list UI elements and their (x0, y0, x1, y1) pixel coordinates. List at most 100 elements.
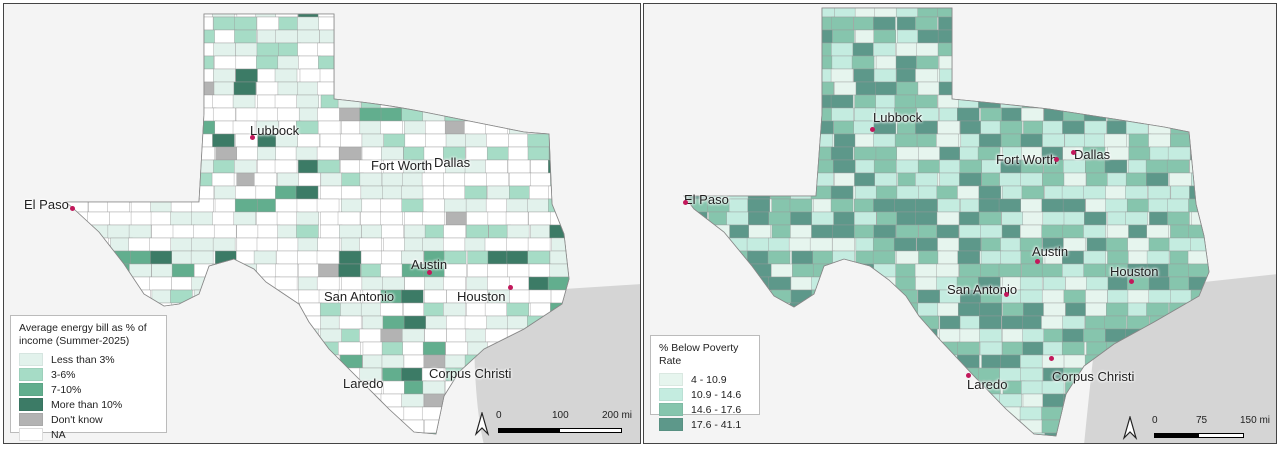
county-cell (1063, 55, 1086, 70)
county-cell (1273, 108, 1277, 121)
county-cell (444, 393, 468, 408)
county-cell (403, 16, 427, 31)
county-cell (1188, 198, 1209, 213)
county-cell (570, 121, 592, 134)
county-cell (873, 159, 897, 174)
county-cell (278, 419, 302, 434)
county-cell (128, 68, 151, 83)
county-cell (149, 81, 173, 96)
county-cell (980, 107, 1003, 122)
county-cell (171, 55, 194, 70)
county-cell (548, 133, 569, 148)
county-cell (381, 29, 404, 44)
county-cell (402, 55, 426, 70)
county-cell (172, 29, 196, 44)
county-cell (915, 94, 938, 109)
county-cell (853, 341, 877, 356)
county-cell (486, 146, 510, 161)
county-cell (27, 264, 49, 277)
county-cell (551, 29, 569, 44)
county-cell (507, 263, 530, 278)
county-cell (170, 14, 193, 18)
county-cell (684, 159, 707, 174)
county-cell (68, 55, 91, 70)
county-cell (1042, 211, 1066, 226)
county-cell (644, 30, 665, 43)
county-cell (380, 107, 404, 122)
county-cell (1020, 172, 1043, 187)
county-cell (24, 212, 46, 225)
county-cell (938, 367, 962, 382)
county-cell (443, 185, 466, 200)
county-cell (1019, 224, 1043, 239)
county-cell (89, 42, 113, 57)
county-cell (1231, 121, 1253, 134)
county-cell (1234, 4, 1256, 17)
county-cell (854, 380, 878, 395)
county-cell (684, 263, 686, 278)
county-cell (958, 55, 981, 70)
county-cell (213, 159, 236, 174)
legend-label: Less than 3% (51, 353, 115, 366)
county-cell (151, 224, 174, 239)
county-cell (68, 263, 92, 278)
county-cell (486, 315, 509, 330)
county-cell (1062, 198, 1086, 213)
county-cell (425, 315, 448, 330)
county-cell (214, 29, 237, 44)
county-cell (810, 146, 833, 161)
county-cell (833, 211, 856, 226)
county-cell (278, 328, 301, 343)
county-cell (151, 120, 175, 135)
county-cell (811, 276, 834, 291)
county-cell (234, 198, 258, 213)
county-cell (612, 43, 634, 56)
county-cell (359, 14, 383, 18)
county-cell (194, 406, 218, 421)
county-cell (981, 68, 1004, 83)
county-cell (487, 250, 511, 265)
county-cell (172, 16, 195, 31)
county-cell (572, 30, 594, 43)
county-cell (339, 250, 362, 265)
county-cell (275, 146, 298, 161)
county-cell (1188, 94, 1209, 109)
county-cell (1002, 185, 1025, 200)
county-cell (236, 432, 259, 434)
county-cell (298, 55, 321, 70)
county-cell (1148, 29, 1171, 44)
county-cell (506, 107, 529, 122)
county-cell (88, 224, 111, 239)
county-cell (1105, 185, 1128, 200)
county-cell (1084, 211, 1107, 226)
county-cell (466, 211, 489, 226)
county-cell (1001, 16, 1024, 31)
county-cell (193, 289, 217, 304)
county-cell (527, 42, 551, 57)
county-cell (1275, 238, 1277, 251)
county-cell (1147, 8, 1171, 18)
county-cell (191, 237, 214, 252)
county-cell (1232, 160, 1254, 173)
county-cell (1191, 172, 1209, 187)
county-cell (1062, 120, 1085, 135)
county-cell (466, 68, 490, 83)
county-cell (1212, 56, 1234, 69)
county-cell (1041, 263, 1065, 278)
county-cell (172, 120, 196, 135)
county-cell (811, 68, 835, 83)
county-cell (24, 225, 46, 238)
county-cell (571, 251, 593, 264)
county-cell (1170, 289, 1193, 304)
county-cell (320, 172, 344, 187)
county-cell (896, 250, 919, 265)
county-cell (529, 107, 552, 122)
county-cell (257, 406, 280, 421)
county-cell (551, 237, 569, 252)
county-cell (528, 289, 552, 304)
county-cell (708, 94, 731, 109)
county-cell (297, 29, 320, 44)
county-cell (938, 16, 961, 31)
county-cell (152, 172, 175, 187)
county-cell (979, 341, 1003, 356)
